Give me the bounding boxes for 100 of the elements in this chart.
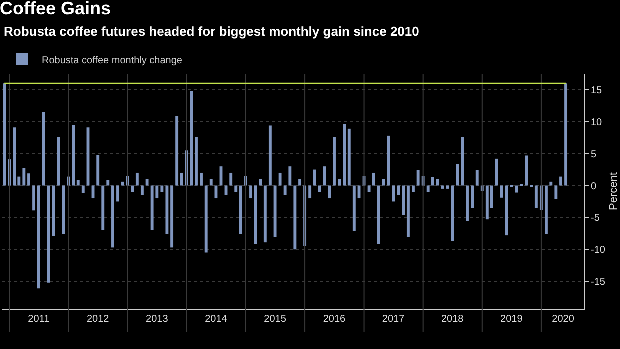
bar (180, 172, 184, 186)
bar (515, 186, 518, 193)
bar (72, 125, 76, 186)
bar (170, 186, 174, 248)
bar (121, 182, 124, 186)
y-tick-label: 5 (591, 149, 597, 160)
bar (136, 172, 139, 186)
bar (210, 179, 213, 186)
x-tick-label: 2014 (205, 314, 228, 325)
bar (368, 186, 371, 192)
bar (230, 172, 233, 186)
bar (298, 179, 302, 186)
bar (47, 186, 50, 283)
bar (426, 186, 430, 192)
y-tick-label: 10 (591, 117, 603, 128)
bar (348, 128, 351, 186)
bar (431, 177, 434, 186)
bar (274, 186, 277, 238)
bar (525, 156, 528, 186)
bar (461, 137, 464, 186)
y-tick-label: -5 (591, 213, 600, 224)
legend-label: Robusta coffee monthly change (42, 55, 183, 66)
bar (42, 112, 46, 186)
x-tick-label: 2015 (264, 314, 287, 325)
bar (32, 186, 36, 211)
bar (323, 166, 326, 186)
bar (338, 179, 341, 186)
bar (146, 179, 149, 186)
bar (37, 186, 40, 289)
bar (387, 136, 390, 186)
y-tick-label: -10 (591, 245, 606, 256)
bar (13, 128, 16, 186)
bar (550, 182, 553, 186)
bar (268, 126, 272, 186)
x-tick-label: 2011 (28, 314, 50, 325)
bar (284, 186, 287, 196)
x-tick-label: 2016 (323, 314, 346, 325)
bar (102, 186, 105, 230)
bar (204, 186, 208, 253)
bar (288, 166, 292, 186)
y-tick-label: -15 (591, 277, 606, 288)
bar (372, 172, 376, 186)
bar (436, 179, 440, 186)
bar (412, 186, 415, 192)
bar (62, 186, 66, 234)
bar (476, 170, 479, 186)
bar (200, 172, 203, 186)
bar (451, 186, 454, 242)
bar (259, 179, 262, 186)
bar (131, 186, 134, 192)
bar (76, 180, 80, 186)
bar (160, 186, 164, 192)
bar (176, 116, 179, 186)
chart-title: Coffee Gains (0, 0, 112, 19)
bar (28, 174, 30, 186)
bar (495, 158, 498, 186)
bar (456, 164, 460, 186)
y-tick-label: 15 (591, 85, 603, 96)
x-tick-label: 2012 (86, 314, 110, 325)
bar (382, 179, 386, 186)
bar (52, 186, 56, 236)
bar (560, 176, 562, 186)
bar (544, 186, 548, 234)
bar (22, 168, 26, 186)
bar (166, 186, 169, 234)
bar (82, 186, 85, 194)
bar (416, 170, 420, 186)
x-tick-label: 2020 (552, 314, 575, 325)
bar (397, 186, 400, 196)
x-tick-label: 2017 (382, 314, 406, 325)
y-tick-label: 0 (591, 181, 597, 192)
bar (278, 172, 282, 186)
bar (57, 137, 60, 186)
bar (352, 186, 356, 232)
bar (116, 186, 120, 202)
bar (564, 84, 568, 186)
bar (240, 186, 242, 234)
bar (343, 124, 346, 186)
bar (234, 186, 238, 192)
bar (308, 186, 312, 199)
bar (377, 186, 380, 244)
bar (328, 186, 332, 199)
bar (500, 186, 504, 198)
bar (406, 186, 410, 238)
x-tick-label: 2019 (500, 314, 524, 325)
chart-subtitle: Robusta coffee futures headed for biggest monthly gain since 2010 (4, 24, 420, 39)
x-tick-label: 2018 (441, 314, 464, 325)
bar (466, 186, 469, 222)
bar (318, 186, 322, 192)
bar (402, 186, 406, 216)
bar (333, 137, 336, 186)
bar (471, 186, 474, 208)
bar (96, 155, 100, 186)
bar (294, 186, 297, 250)
bar (264, 186, 267, 243)
x-tick-label: 2013 (146, 314, 169, 325)
bar (112, 186, 114, 248)
bar (3, 84, 6, 186)
y-axis-title: Percent (608, 172, 620, 210)
bar (554, 186, 558, 200)
